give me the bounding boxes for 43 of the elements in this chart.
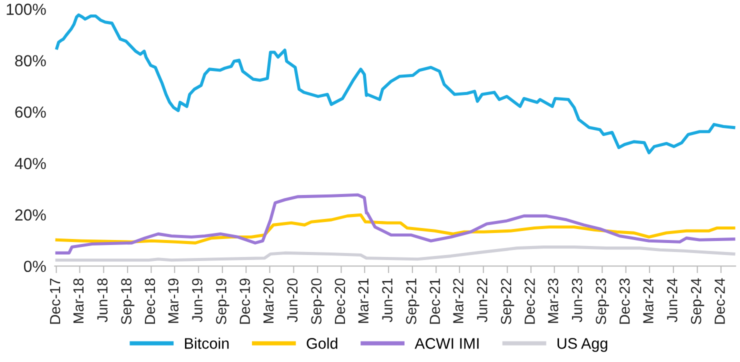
legend-label: ACWI IMI	[414, 338, 479, 349]
x-tick-label: Mar-22	[453, 278, 464, 323]
legend-label: US Agg	[558, 338, 608, 352]
x-tick-label: Sep-23	[596, 278, 610, 324]
line-series	[55, 193, 736, 254]
x-tick-label: Jun-18	[97, 278, 108, 322]
x-tick-label: Dec-18	[144, 278, 156, 324]
x-tick-label: Dec-22	[524, 278, 535, 324]
x-tick-label: Mar-23	[548, 278, 558, 323]
x-tick-label: Dec-23	[619, 278, 630, 324]
x-tick-label: Dec-20	[334, 278, 346, 324]
line-series	[55, 213, 736, 244]
x-tick-label: Jun-19	[192, 278, 202, 322]
x-tick-label: Sep-22	[500, 278, 514, 324]
x-tick-label: Mar-19	[168, 278, 179, 323]
x-tick-label: Dec-24	[714, 278, 725, 324]
x-tick-label: Sep-19	[216, 278, 230, 324]
line-series	[55, 13, 736, 154]
x-tick-label: Jun-22	[477, 278, 488, 322]
y-tick-label: 40%	[14, 158, 46, 170]
x-tick-label: Jun-20	[287, 278, 298, 322]
y-tick-label: 60%	[15, 106, 46, 118]
y-tick-label: 20%	[15, 209, 46, 221]
x-tick-label: Dec-17	[50, 278, 60, 324]
x-tick-label: Jun-23	[572, 278, 582, 322]
legend-label: Gold	[306, 338, 338, 349]
x-tick-label: Mar-18	[73, 278, 84, 323]
line-series	[55, 246, 736, 262]
x-tick-label: Sep-20	[311, 278, 324, 324]
x-tick-label: Sep-21	[406, 278, 420, 324]
x-tick-label: Mar-24	[643, 278, 654, 323]
x-tick-label: Sep-24	[690, 278, 704, 324]
y-tick-label: 80%	[15, 55, 46, 66]
y-tick-label: 0%	[24, 260, 46, 272]
x-tick-label: Mar-21	[358, 278, 369, 323]
x-tick-label: Mar-20	[263, 278, 274, 323]
x-tick-label: Dec-19	[240, 278, 250, 324]
legend-label: Bitcoin	[185, 338, 229, 349]
x-tick-label: Sep-18	[121, 278, 134, 324]
x-tick-label: Dec-21	[430, 278, 440, 324]
x-tick-label: Jun-24	[667, 278, 678, 322]
x-tick-label: Jun-21	[382, 278, 392, 322]
y-tick-label: 100%	[6, 4, 46, 15]
